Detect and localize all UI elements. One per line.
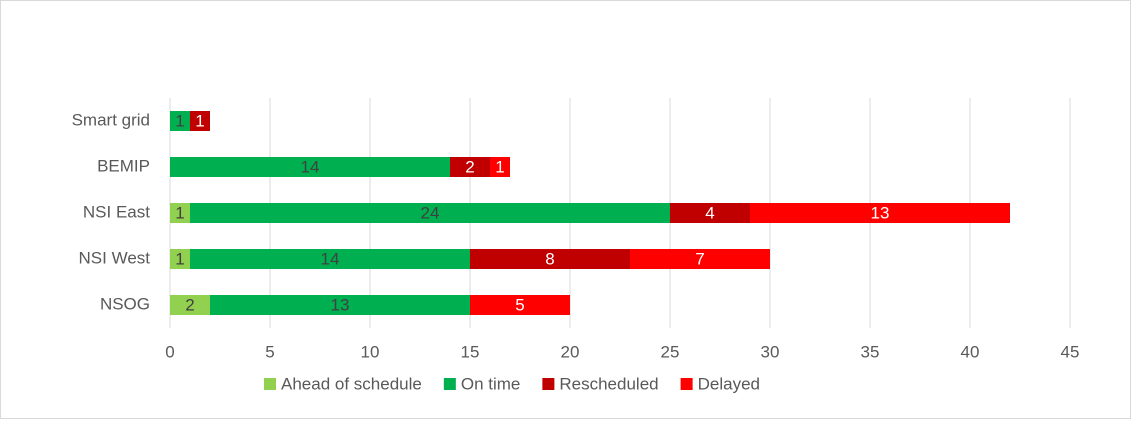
bar-segment bbox=[190, 203, 670, 223]
bar-segment bbox=[190, 111, 210, 131]
data-label: 1 bbox=[195, 111, 204, 130]
x-tick-label: 10 bbox=[361, 342, 380, 361]
bar-segment bbox=[210, 295, 470, 315]
y-tick-label: NSI East bbox=[83, 202, 150, 221]
x-tick-label: 20 bbox=[561, 342, 580, 361]
bar-segment bbox=[450, 157, 490, 177]
x-tick-label: 0 bbox=[165, 342, 174, 361]
bar-segment bbox=[170, 111, 190, 131]
bar-segment bbox=[750, 203, 1010, 223]
x-tick-label: 15 bbox=[461, 342, 480, 361]
bar-segment bbox=[190, 249, 470, 269]
x-tick-label: 40 bbox=[961, 342, 980, 361]
data-label: 2 bbox=[465, 157, 474, 176]
bar-segment bbox=[490, 157, 510, 177]
x-tick-label: 45 bbox=[1061, 342, 1080, 361]
bar-segment bbox=[470, 249, 630, 269]
data-label: 14 bbox=[321, 249, 340, 268]
data-label: 5 bbox=[515, 295, 524, 314]
data-label: 13 bbox=[871, 203, 890, 222]
legend-label: Ahead of schedule bbox=[281, 374, 422, 393]
legend-swatch bbox=[443, 378, 456, 390]
y-tick-label: NSI West bbox=[79, 248, 151, 267]
data-label: 7 bbox=[695, 249, 704, 268]
bar-segment bbox=[170, 203, 190, 223]
legend-swatch bbox=[264, 378, 276, 390]
data-label: 8 bbox=[545, 249, 554, 268]
data-label: 4 bbox=[705, 203, 714, 222]
bar-segment bbox=[630, 249, 770, 269]
y-tick-label: NSOG bbox=[100, 294, 150, 313]
x-tick-label: 25 bbox=[661, 342, 680, 361]
data-label: 14 bbox=[301, 157, 320, 176]
data-label: 1 bbox=[175, 249, 184, 268]
data-label: 13 bbox=[331, 295, 350, 314]
legend-swatch bbox=[680, 378, 693, 390]
bar-segment bbox=[670, 203, 750, 223]
y-tick-label: Smart grid bbox=[72, 110, 150, 129]
bar-segment bbox=[170, 157, 450, 177]
legend-label: On time bbox=[461, 374, 521, 393]
x-tick-label: 5 bbox=[265, 342, 274, 361]
data-label: 1 bbox=[175, 111, 184, 130]
bar-segment bbox=[170, 249, 190, 269]
data-label: 24 bbox=[421, 203, 440, 222]
legend-label: Delayed bbox=[698, 374, 760, 393]
x-tick-label: 30 bbox=[761, 342, 780, 361]
legend-label: Rescheduled bbox=[559, 374, 658, 393]
data-label: 1 bbox=[495, 157, 504, 176]
bar-segment bbox=[470, 295, 570, 315]
x-tick-label: 35 bbox=[861, 342, 880, 361]
data-label: 1 bbox=[175, 203, 184, 222]
y-tick-label: BEMIP bbox=[97, 156, 150, 175]
legend-swatch bbox=[542, 378, 555, 390]
bar-segment bbox=[170, 295, 210, 315]
data-label: 2 bbox=[185, 295, 194, 314]
